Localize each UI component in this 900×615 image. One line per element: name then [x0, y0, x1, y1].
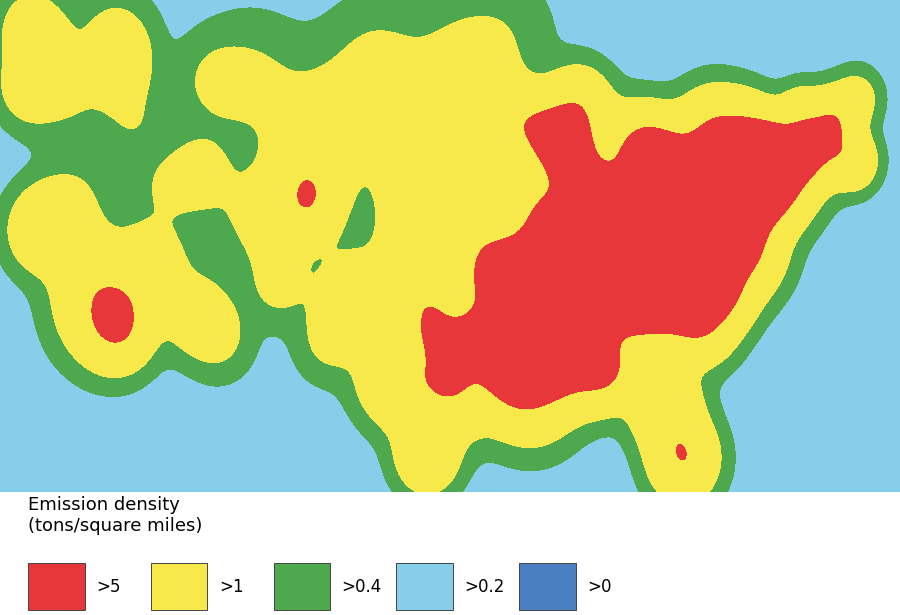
Text: >0.4: >0.4 — [342, 577, 382, 595]
Text: >0.2: >0.2 — [464, 577, 505, 595]
FancyBboxPatch shape — [28, 563, 85, 610]
FancyBboxPatch shape — [519, 563, 576, 610]
FancyBboxPatch shape — [274, 563, 330, 610]
Text: >0: >0 — [588, 577, 612, 595]
FancyBboxPatch shape — [151, 563, 207, 610]
Text: >5: >5 — [96, 577, 121, 595]
FancyBboxPatch shape — [396, 563, 453, 610]
Text: Emission density
(tons/square miles): Emission density (tons/square miles) — [28, 496, 202, 535]
Text: >1: >1 — [219, 577, 243, 595]
